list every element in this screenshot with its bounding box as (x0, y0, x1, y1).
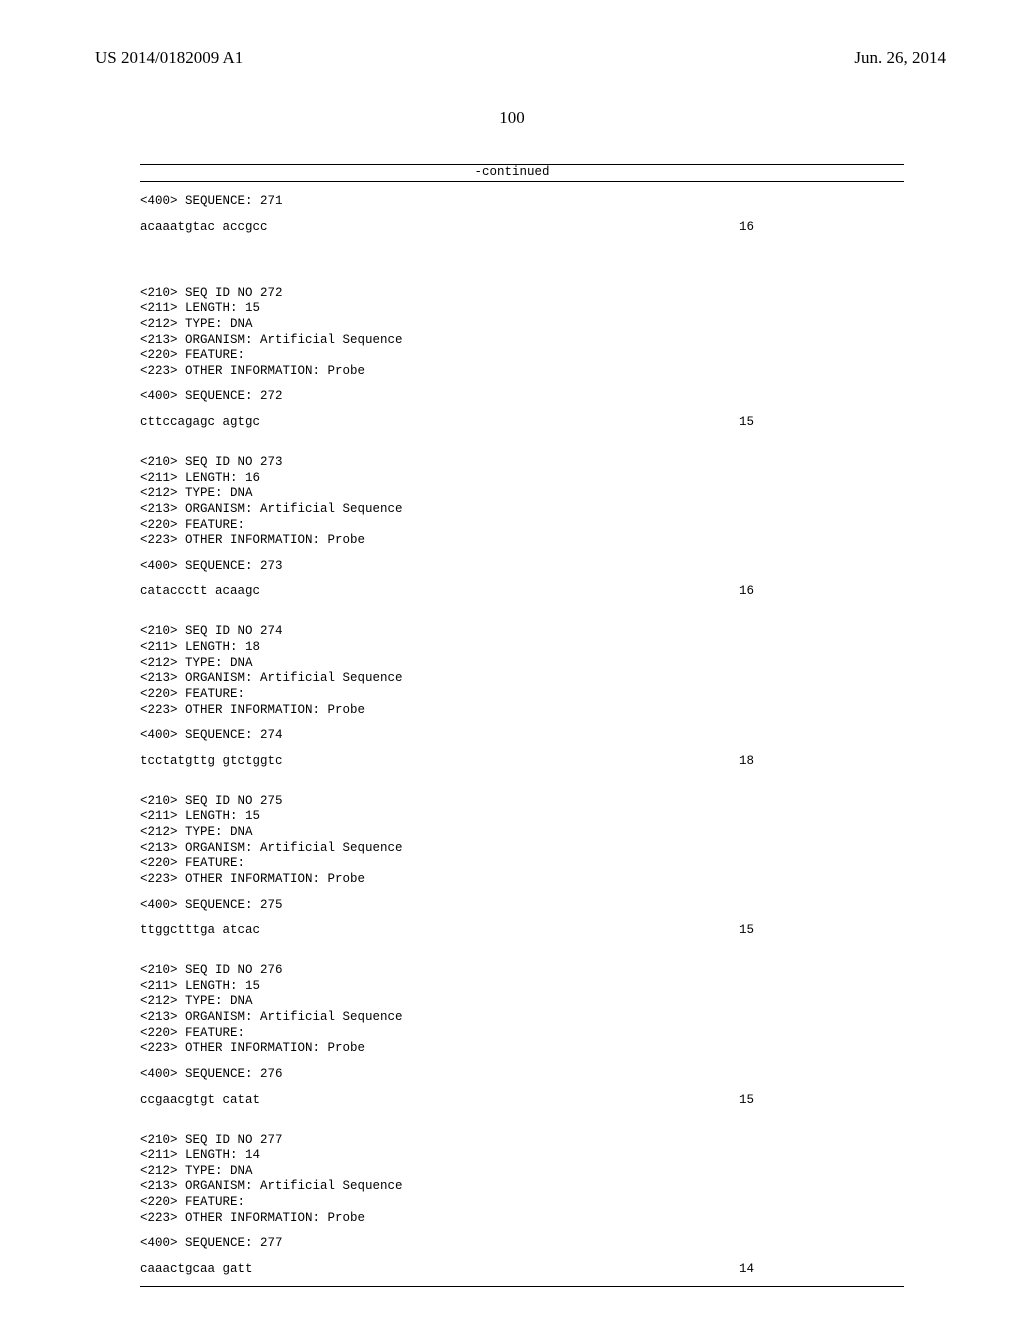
sequence-row: tcctatgttg gtctggtc 18 (140, 754, 904, 768)
sequence-header-block: <210> SEQ ID NO 274 <211> LENGTH: 18 <21… (140, 624, 904, 718)
sequence-length: 15 (739, 415, 904, 429)
sequence-header-block: <210> SEQ ID NO 276 <211> LENGTH: 15 <21… (140, 963, 904, 1057)
sequence-listing: <400> SEQUENCE: 271 acaaatgtac accgcc 16 <2… (0, 194, 1024, 1276)
sequence-length: 15 (739, 1093, 904, 1107)
sequence-row: ccgaacgtgt catat 15 (140, 1093, 904, 1107)
sequence-header-block: <210> SEQ ID NO 272 <211> LENGTH: 15 <21… (140, 286, 904, 380)
sequence-row: ttggctttga atcac 15 (140, 923, 904, 937)
sequence-length: 16 (739, 220, 904, 234)
sequence-label: <400> SEQUENCE: 274 (140, 728, 904, 744)
sequence-row: caaactgcaa gatt 14 (140, 1262, 904, 1276)
sequence-header-block: <210> SEQ ID NO 277 <211> LENGTH: 14 <21… (140, 1133, 904, 1227)
sequence-label: <400> SEQUENCE: 273 (140, 559, 904, 575)
sequence-text: ccgaacgtgt catat (140, 1093, 260, 1107)
sequence-length: 18 (739, 754, 904, 768)
sequence-pre-lines: <400> SEQUENCE: 271 (140, 194, 904, 210)
page-number: 100 (0, 108, 1024, 128)
sequence-label: <400> SEQUENCE: 275 (140, 898, 904, 914)
sequence-row: cataccctt acaagc 16 (140, 584, 904, 598)
sequence-text: tcctatgttg gtctggtc (140, 754, 283, 768)
sequence-length: 15 (739, 923, 904, 937)
bottom-rule (140, 1286, 904, 1287)
sequence-length: 16 (739, 584, 904, 598)
sequence-header-block: <210> SEQ ID NO 273 <211> LENGTH: 16 <21… (140, 455, 904, 549)
sequence-text: caaactgcaa gatt (140, 1262, 253, 1276)
sequence-row: acaaatgtac accgcc 16 (140, 220, 904, 234)
sequence-text: acaaatgtac accgcc (140, 220, 268, 234)
sequence-header-block: <210> SEQ ID NO 275 <211> LENGTH: 15 <21… (140, 794, 904, 888)
sequence-text: cttccagagc agtgc (140, 415, 260, 429)
sequence-row: cttccagagc agtgc 15 (140, 415, 904, 429)
sequence-label: <400> SEQUENCE: 276 (140, 1067, 904, 1083)
patent-number: US 2014/0182009 A1 (95, 48, 243, 68)
sequence-text: ttggctttga atcac (140, 923, 260, 937)
continued-label: -continued (0, 165, 1024, 179)
sequence-label: <400> SEQUENCE: 277 (140, 1236, 904, 1252)
publication-date: Jun. 26, 2014 (854, 48, 946, 68)
page-header: US 2014/0182009 A1 Jun. 26, 2014 (0, 0, 1024, 74)
sequence-text: cataccctt acaagc (140, 584, 260, 598)
under-continued-rule (140, 181, 904, 182)
sequence-label: <400> SEQUENCE: 272 (140, 389, 904, 405)
sequence-length: 14 (739, 1262, 904, 1276)
